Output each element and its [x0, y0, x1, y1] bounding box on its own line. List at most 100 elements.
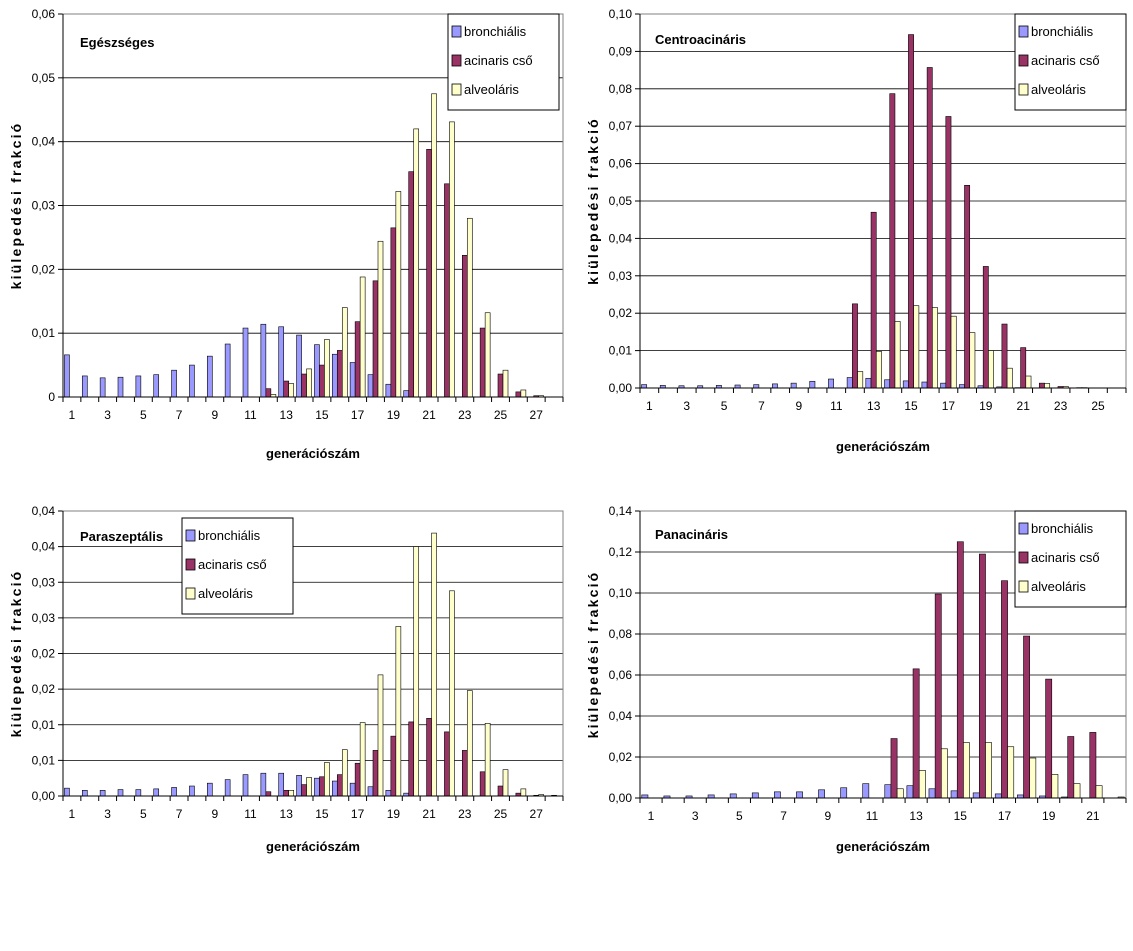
- bronchial-bar: [260, 323, 267, 398]
- y-tick-label: 0,07: [609, 119, 633, 133]
- y-tick-label: 0,12: [609, 545, 633, 559]
- y-tick-label: 0,10: [609, 586, 633, 600]
- y-tick-label: 0,14: [609, 504, 633, 518]
- x-tick-label: 21: [422, 408, 436, 422]
- acinar-bar: [390, 735, 397, 797]
- bronchial-bar: [64, 354, 70, 398]
- alveolar-bar: [520, 389, 527, 398]
- alveolar-bar: [466, 217, 473, 398]
- chart-panacinar: 0,000,020,040,060,080,100,120,141 3 5 7 9 11 1…: [585, 504, 1127, 854]
- alveolar-bar: [1029, 757, 1037, 799]
- bronchial-bar: [296, 775, 302, 797]
- alveolar-bar: [1044, 383, 1051, 389]
- acinar-bar: [956, 541, 964, 799]
- acinar-bar: [319, 776, 325, 797]
- y-tick-label: 0,04: [32, 504, 56, 518]
- bronchial-bar: [189, 785, 195, 797]
- alveolar-bar: [484, 312, 491, 398]
- bronchial-bar: [64, 787, 70, 797]
- bronchial-bar: [790, 382, 797, 389]
- acinar-bar: [1023, 635, 1030, 799]
- y-tick-label: 0,02: [32, 647, 56, 661]
- y-axis-title: kiülepedési frakció: [8, 570, 24, 738]
- bronchial-bar: [171, 369, 177, 398]
- y-tick-label: 0,06: [609, 157, 633, 171]
- alveolar-bar: [875, 351, 882, 389]
- alveolar-bar: [306, 777, 312, 797]
- x-tick-label: 1: [648, 809, 655, 823]
- acinar-bar: [283, 380, 290, 398]
- legend-label-acinar: acinaris cső: [464, 53, 533, 68]
- alveolar-bar: [288, 383, 295, 398]
- alveolar-bar: [341, 749, 348, 797]
- acinar-bar: [926, 67, 933, 389]
- alveolar-bar: [395, 191, 402, 398]
- acinar-bar: [301, 373, 307, 398]
- legend-box: [181, 517, 294, 615]
- x-tick-label: 27: [530, 408, 544, 422]
- x-tick-label: 11: [866, 809, 879, 823]
- acinar-bar: [934, 593, 942, 799]
- y-tick-label: 0,00: [609, 381, 633, 395]
- x-tick-label: 1: [69, 807, 76, 821]
- x-tick-label: 25: [494, 807, 508, 821]
- chart-centroacinar: 0,00 0,01 0,02 0,03 0,04 0,05 0,06 0,07 0,08 0,09…: [585, 7, 1127, 454]
- acinar-bar: [372, 280, 379, 398]
- y-tick-label: 0,03: [32, 199, 56, 213]
- y-axis-title: kiülepedési frakció: [585, 571, 601, 739]
- chart-paraseptal: 0,000,010,010,020,020,030,030,040,041 3 5 7…: [8, 504, 564, 854]
- acinar-legend-swatch: [1018, 54, 1029, 67]
- legend-label-bronchial: bronchiális: [1031, 24, 1094, 39]
- legend-label-alveolar: alveoláris: [464, 82, 519, 97]
- x-tick-label: 7: [176, 807, 183, 821]
- bronchial-bar: [840, 787, 848, 799]
- y-tick-label: 0,04: [32, 540, 56, 554]
- bronchial-bar: [367, 786, 374, 797]
- alveolar-bar: [484, 723, 491, 797]
- bronchial-legend-swatch: [185, 529, 196, 542]
- bronchial-bar: [278, 326, 285, 398]
- acinar-bar: [1020, 347, 1027, 389]
- chart-healthy: 00,010,020,030,040,050,061 3 5 7 9 11 13 15 17 19…: [8, 7, 564, 461]
- acinar-bar: [889, 93, 896, 389]
- bronchial-bar: [865, 377, 872, 389]
- alveolar-bar: [520, 788, 527, 797]
- bronchial-bar: [403, 390, 410, 398]
- acinar-bar: [497, 785, 504, 797]
- bronchial-bar: [224, 779, 231, 797]
- alveolar-bar: [1095, 785, 1103, 799]
- y-tick-label: 0,08: [609, 627, 633, 641]
- acinar-bar: [1001, 580, 1008, 799]
- y-tick-label: 0,03: [32, 575, 56, 589]
- y-tick-label: 0,03: [32, 611, 56, 625]
- chart-title: Paraszeptális: [80, 529, 163, 544]
- x-tick-label: 17: [942, 399, 956, 413]
- alveolar-bar: [431, 532, 437, 797]
- x-tick-label: 13: [280, 807, 294, 821]
- x-tick-label: 25: [494, 408, 508, 422]
- x-tick-label: 7: [176, 408, 183, 422]
- alveolar-bar: [896, 788, 904, 799]
- bronchial-bar: [349, 782, 356, 797]
- x-tick-label: 3: [104, 807, 111, 821]
- x-tick-label: 23: [458, 807, 472, 821]
- legend-label-alveolar: alveoláris: [198, 586, 253, 601]
- x-tick-label: 19: [1042, 809, 1056, 823]
- bronchial-legend-swatch: [451, 25, 462, 38]
- x-axis-title: generációszám: [836, 439, 930, 454]
- alveolar-bar: [1025, 375, 1032, 389]
- acinar-bar: [265, 388, 272, 398]
- y-tick-label: 0,03: [609, 269, 633, 283]
- y-tick-label: 0,06: [609, 668, 633, 682]
- bronchial-bar: [921, 381, 928, 389]
- acinar-bar: [461, 254, 468, 398]
- acinar-bar: [852, 303, 858, 389]
- acinar-bar: [1045, 678, 1053, 799]
- y-tick-label: 0,00: [32, 789, 56, 803]
- legend: bronchiális acinaris cső alveoláris: [1014, 510, 1127, 608]
- x-axis-title: generációszám: [266, 839, 360, 854]
- bronchial-bar: [349, 362, 356, 398]
- bronchial-bar: [153, 788, 160, 797]
- bronchial-bar: [206, 355, 213, 398]
- legend-label-bronchial: bronchiális: [198, 528, 261, 543]
